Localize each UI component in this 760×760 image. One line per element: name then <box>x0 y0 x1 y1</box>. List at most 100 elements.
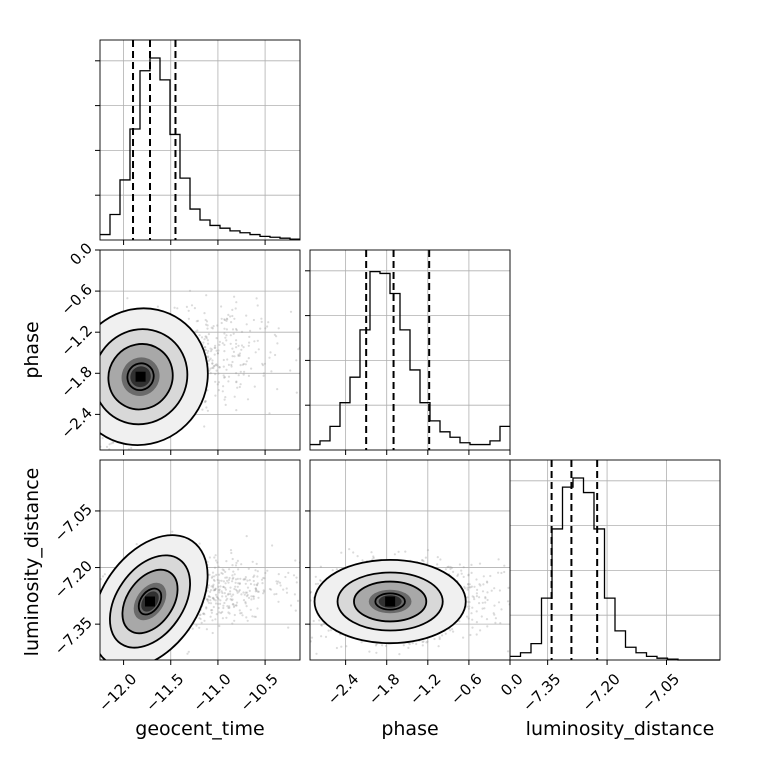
sample-point <box>89 635 91 637</box>
sample-point <box>211 359 214 362</box>
sample-point <box>200 621 203 624</box>
sample-point <box>486 591 489 594</box>
panel-frame <box>99 39 301 241</box>
sample-point <box>247 344 250 347</box>
sample-point <box>206 598 209 601</box>
sample-point <box>238 352 242 355</box>
sample-point <box>218 588 221 591</box>
sample-point <box>176 307 179 310</box>
sample-point <box>437 645 440 648</box>
sample-point <box>467 600 470 604</box>
sample-point <box>506 650 510 653</box>
sample-point <box>235 601 239 604</box>
sample-point <box>246 586 250 589</box>
sample-point <box>335 568 338 571</box>
sample-point <box>206 339 209 342</box>
sample-point <box>91 381 93 383</box>
sample-point <box>228 612 231 615</box>
sample-point <box>75 615 77 617</box>
density-contour <box>137 587 163 616</box>
sample-point <box>486 598 489 602</box>
sample-point <box>475 578 478 581</box>
sample-point <box>266 325 269 328</box>
y-tick-label: −1.2 <box>58 321 96 359</box>
sample-point <box>93 645 95 647</box>
sample-point <box>335 646 338 650</box>
sample-point <box>71 595 73 597</box>
sample-point <box>485 580 489 583</box>
sample-point <box>256 590 259 593</box>
sample-point <box>87 637 89 639</box>
sample-point <box>207 595 210 598</box>
sample-point <box>484 601 487 604</box>
sample-point <box>468 583 471 586</box>
sample-point <box>75 448 77 450</box>
sample-point <box>222 569 225 572</box>
sample-point <box>97 614 99 616</box>
sample-point <box>130 447 133 450</box>
sample-point <box>100 578 103 581</box>
sample-point <box>451 628 454 631</box>
sample-point <box>216 383 219 386</box>
x-tick-label: −11.0 <box>189 670 234 715</box>
sample-point <box>196 329 199 332</box>
sample-point <box>83 398 85 400</box>
density-contour <box>126 362 155 391</box>
sample-point <box>213 579 216 583</box>
sample-point <box>468 586 471 589</box>
sample-point <box>95 425 97 427</box>
sample-point <box>483 607 486 610</box>
sample-point <box>308 591 310 593</box>
sample-point <box>96 397 98 399</box>
sample-point <box>90 635 92 637</box>
sample-point <box>85 391 87 393</box>
sample-point <box>207 598 210 601</box>
sample-point <box>213 588 216 592</box>
sample-point <box>247 567 250 570</box>
density-contour <box>100 534 209 660</box>
sample-point <box>472 596 475 599</box>
sample-point <box>329 629 333 632</box>
sample-point <box>239 577 242 580</box>
sample-point <box>494 621 497 625</box>
sample-point <box>245 535 248 538</box>
sample-point <box>206 351 209 355</box>
sample-point <box>212 366 215 370</box>
sample-point <box>467 574 470 577</box>
sample-point <box>63 448 65 450</box>
sample-point <box>234 604 238 607</box>
sample-point <box>374 644 378 647</box>
sample-point <box>227 363 230 366</box>
sample-point <box>70 618 72 620</box>
sample-point <box>103 573 106 576</box>
sample-point <box>71 470 73 472</box>
sample-point <box>240 330 244 333</box>
sample-point <box>199 613 202 616</box>
sample-point <box>392 661 394 663</box>
x-tick-label: −12.0 <box>95 670 140 715</box>
sample-point <box>87 392 89 394</box>
sample-point <box>449 629 452 632</box>
sample-point <box>356 555 359 558</box>
sample-point <box>235 604 238 607</box>
density-contour <box>109 554 191 649</box>
panel-content <box>63 289 300 472</box>
sample-point <box>219 599 222 602</box>
sample-point <box>274 353 277 357</box>
xlabel-luminosity-distance: luminosity_distance <box>526 718 715 740</box>
sample-point <box>216 596 219 600</box>
sample-point <box>226 597 229 600</box>
sample-point <box>297 348 300 351</box>
sample-point <box>227 592 230 596</box>
sample-point <box>79 433 81 435</box>
sample-point <box>55 611 57 613</box>
sample-point <box>229 342 232 345</box>
sample-point <box>218 343 221 346</box>
sample-point <box>230 321 233 324</box>
sample-point <box>198 626 201 629</box>
sample-point <box>220 590 223 593</box>
sample-point <box>331 569 334 572</box>
sample-point <box>92 359 94 361</box>
sample-point <box>421 644 424 647</box>
